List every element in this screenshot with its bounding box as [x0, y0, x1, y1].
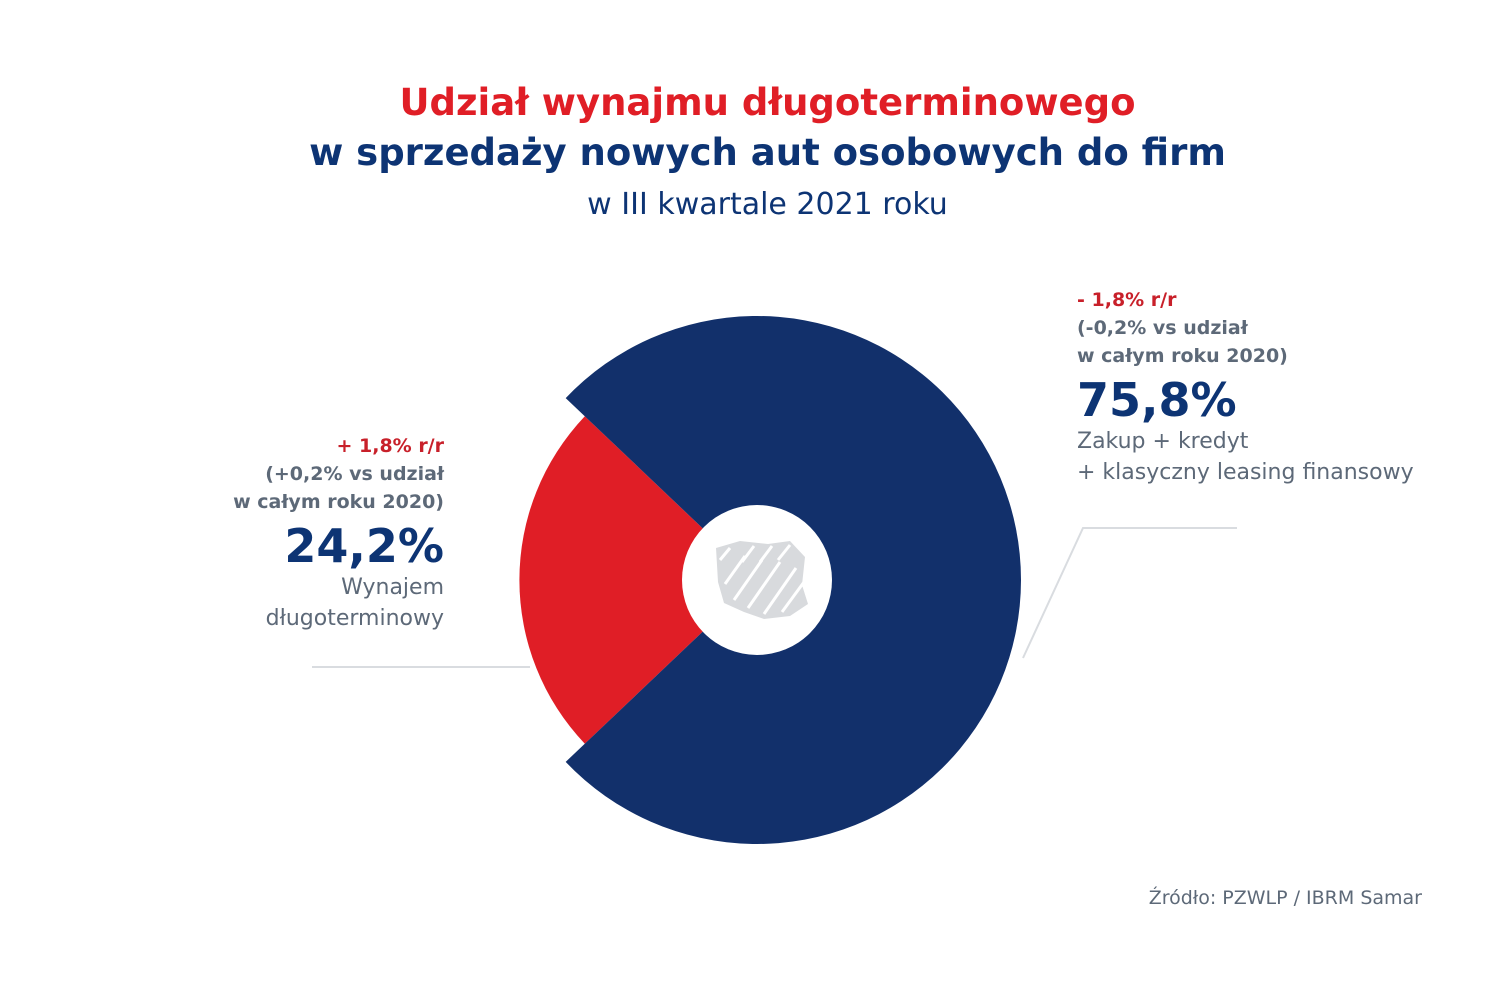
value-label: 75,8%	[1077, 373, 1237, 427]
segment-label-long-term-rental: + 1,8% r/r (+0,2% vs udział w całym roku…	[124, 432, 444, 634]
chart-title-line2: w sprzedaży nowych aut osobowych do firm	[309, 131, 1226, 174]
yoy-change-label: + 1,8% r/r	[336, 435, 444, 457]
value-label: 24,2%	[284, 519, 444, 573]
poland-map-icon	[716, 541, 808, 619]
category-label-line1: Wynajem	[341, 575, 444, 600]
chart-title-block: Udział wynajmu długoterminowego w sprzed…	[0, 78, 1500, 232]
vs-year-label-line2: w całym roku 2020)	[1077, 345, 1288, 367]
category-label-line1: Zakup + kredyt	[1077, 429, 1249, 454]
chart-title-line1: Udział wynajmu długoterminowego	[399, 81, 1136, 124]
right-leader-line	[1022, 527, 1237, 659]
segment-label-purchase: - 1,8% r/r (-0,2% vs udział w całym roku…	[1077, 286, 1477, 488]
vs-year-label-line1: (+0,2% vs udział	[265, 463, 444, 485]
yoy-change-label: - 1,8% r/r	[1077, 289, 1177, 311]
vs-year-label-line2: w całym roku 2020)	[233, 491, 444, 513]
chart-subtitle: w III kwartale 2021 roku	[587, 187, 948, 222]
pie-slice-long-term-rental	[519, 416, 757, 744]
category-label-line2: + klasyczny leasing finansowy	[1077, 460, 1414, 485]
vs-year-label-line1: (-0,2% vs udział	[1077, 317, 1248, 339]
source-note: Źródło: PZWLP / IBRM Samar	[1148, 887, 1422, 909]
category-label-line2: długoterminowy	[265, 606, 444, 631]
